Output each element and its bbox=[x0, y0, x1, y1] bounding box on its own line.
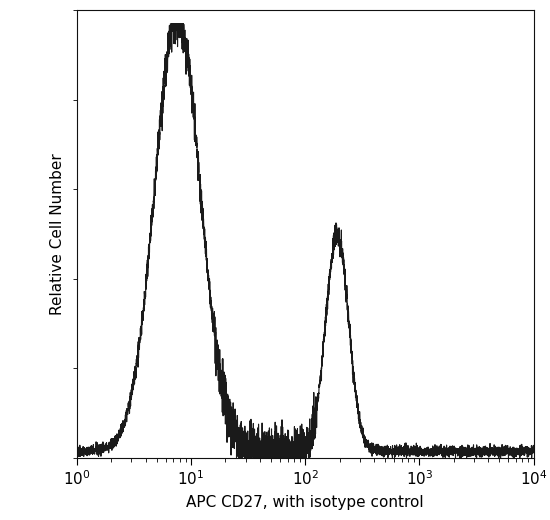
Y-axis label: Relative Cell Number: Relative Cell Number bbox=[50, 153, 64, 315]
X-axis label: APC CD27, with isotype control: APC CD27, with isotype control bbox=[186, 495, 424, 510]
